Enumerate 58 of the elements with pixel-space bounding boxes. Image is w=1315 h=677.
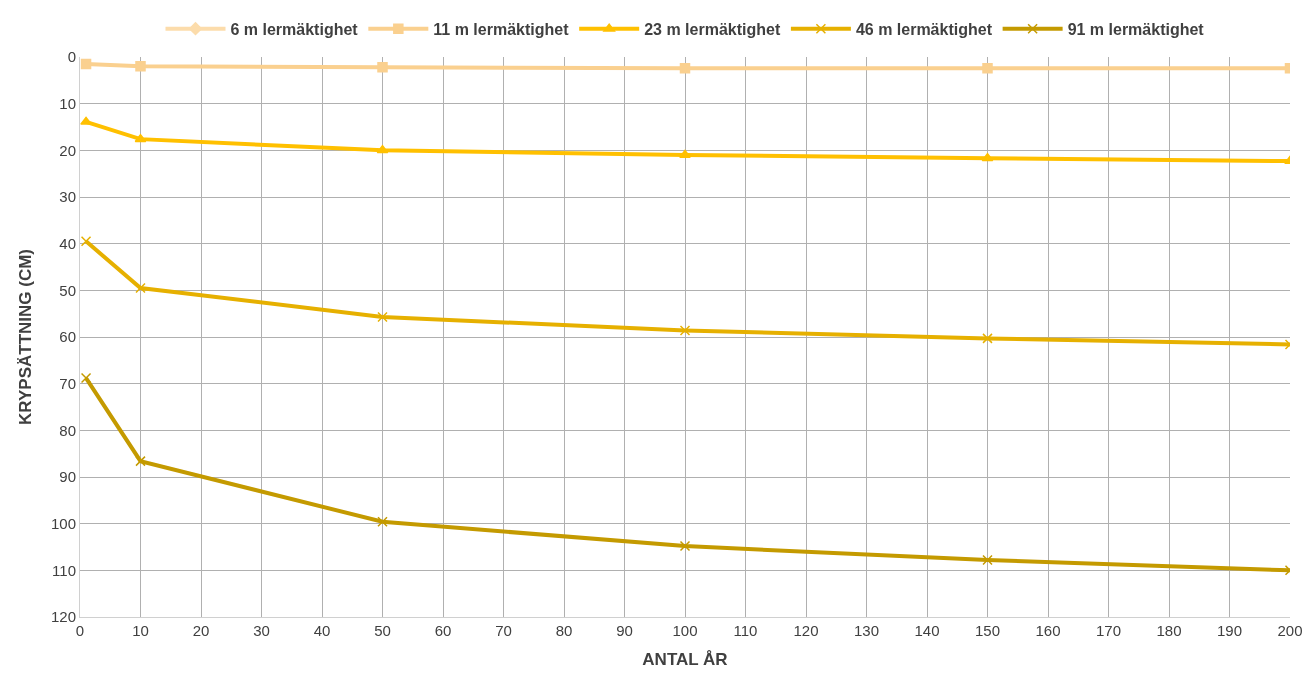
y-tick-label: 100 — [50, 514, 76, 532]
x-tick-label: 140 — [914, 622, 940, 639]
point — [80, 116, 92, 125]
x-tick-label: 190 — [1216, 622, 1243, 639]
x-tick-label: 200 — [1277, 622, 1303, 639]
x-tick-label: 130 — [853, 622, 880, 639]
point — [80, 236, 92, 247]
x-tick-label: 70 — [495, 622, 512, 639]
x-tick-label: 120 — [793, 622, 819, 639]
y-tick-label: 90 — [59, 468, 76, 486]
x-tick-label: 10 — [132, 622, 149, 639]
y-tick-label: 50 — [59, 281, 76, 299]
point — [679, 149, 691, 158]
legend-label: 11 m lermäktighet — [433, 20, 570, 38]
x-tick-label: 20 — [192, 622, 210, 639]
point — [135, 282, 146, 294]
y-tick-label: 120 — [50, 608, 76, 626]
y-tick-label: 110 — [52, 561, 76, 579]
x-tick-label: 40 — [313, 622, 331, 639]
x-tick-label: 100 — [672, 622, 698, 639]
point — [377, 62, 388, 73]
x-tick-label: 150 — [974, 622, 1001, 639]
point — [135, 61, 146, 72]
x-tick-label: 50 — [374, 622, 391, 639]
point — [135, 455, 146, 467]
y-tick-label: 80 — [59, 421, 76, 439]
legend-label: 23 m lermäktighet — [644, 20, 781, 38]
y-tick-label: 10 — [59, 94, 76, 112]
point — [679, 62, 691, 74]
x-tick-label: 80 — [555, 622, 573, 639]
legend-label: 91 m lermäktighet — [1067, 20, 1205, 38]
x-tick-label: 30 — [253, 622, 270, 639]
point — [679, 325, 691, 336]
point — [679, 540, 691, 552]
y-axis-title: KRYPSÄTTNING (CM) — [15, 249, 35, 425]
y-tick-label: 40 — [59, 234, 76, 252]
y-tick-label: 60 — [59, 328, 76, 346]
y-tick-label: 0 — [67, 48, 76, 66]
point — [982, 554, 993, 566]
x-tick-label: 160 — [1035, 622, 1061, 639]
y-tick-label: 20 — [59, 141, 76, 159]
legend-label: 46 m lermäktighet — [855, 20, 993, 38]
point — [134, 133, 147, 143]
y-tick-label: 70 — [59, 374, 76, 392]
legend-label: 6 m lermäktighet — [230, 20, 359, 38]
point — [377, 516, 388, 528]
x-tick-label: 90 — [616, 622, 633, 639]
x-tick-label: 60 — [434, 622, 452, 639]
point — [377, 311, 388, 323]
point — [982, 333, 993, 344]
x-tick-label: 170 — [1095, 622, 1122, 639]
point — [80, 58, 92, 70]
x-tick-label: 110 — [733, 622, 758, 639]
x-tick-label: 180 — [1156, 622, 1182, 639]
x-axis-title: ANTAL ÅR — [642, 650, 728, 670]
point — [80, 372, 92, 384]
point — [982, 62, 993, 74]
y-tick-label: 30 — [59, 188, 76, 206]
